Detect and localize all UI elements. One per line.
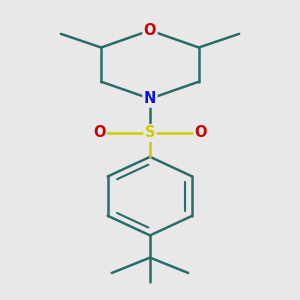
Text: O: O — [144, 23, 156, 38]
Text: O: O — [195, 125, 207, 140]
Text: O: O — [93, 125, 105, 140]
Text: N: N — [144, 91, 156, 106]
Text: S: S — [145, 125, 155, 140]
